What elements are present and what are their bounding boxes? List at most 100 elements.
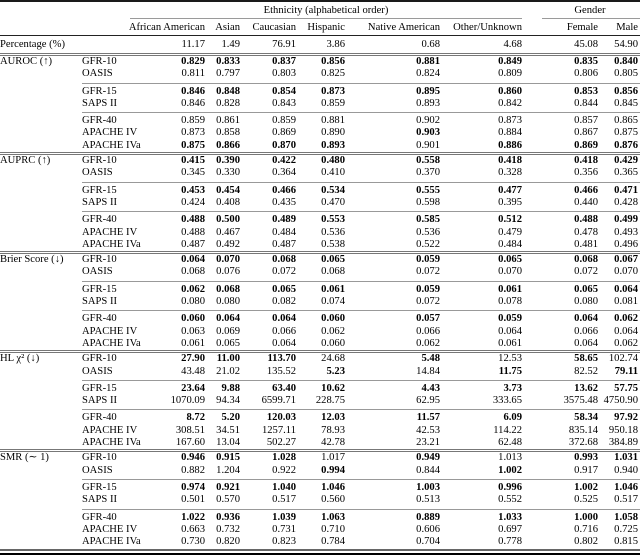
subgroup-separator [0, 180, 640, 185]
value-cell: 0.066 [574, 325, 598, 337]
value-cell: 0.059 [416, 283, 440, 295]
value-cell: 0.064 [498, 325, 522, 337]
value-cell: 27.90 [181, 353, 205, 365]
value-cell: 54.90 [614, 39, 638, 50]
model-label: OASIS [82, 266, 113, 278]
value-cell: 0.081 [614, 296, 638, 308]
value-cell: 1.058 [614, 511, 638, 523]
value-cell: 5.20 [221, 412, 240, 424]
value-cell: 0.517 [614, 494, 638, 506]
value-cell: 0.064 [574, 337, 598, 349]
table-row: GFR-15 0.062 0.068 0.065 0.061 0.059 0.061 0.06… [0, 284, 640, 296]
value-cell: 1.49 [221, 39, 240, 50]
model-label: GFR-15 [82, 481, 117, 493]
table-row: Brier Score (↓) GFR-10 0.064 0.070 0.068 0.06… [0, 254, 640, 266]
value-cell: 1.063 [321, 511, 345, 523]
value-cell: 0.070 [614, 266, 638, 278]
model-label: GFR-40 [82, 214, 117, 226]
table-row: GFR-40 0.859 0.861 0.859 0.881 0.902 0.873 0.85… [0, 115, 640, 127]
model-label: OASIS [82, 464, 113, 476]
value-cell: 0.846 [181, 97, 205, 109]
value-cell: 0.080 [574, 296, 598, 308]
value-cell: 0.062 [614, 337, 638, 349]
value-cell: 0.884 [498, 127, 522, 139]
subgroup-separator [0, 279, 640, 284]
model-label: OASIS [82, 68, 113, 80]
value-cell: 0.068 [574, 254, 598, 266]
table-row: GFR-40 1.022 0.936 1.039 1.063 0.889 1.033 1.00… [0, 512, 640, 524]
value-cell: 0.853 [574, 85, 598, 97]
value-cell: 12.53 [498, 353, 522, 365]
value-cell: 0.065 [216, 337, 240, 349]
value-cell: 0.993 [574, 452, 598, 464]
value-cell: 0.059 [498, 313, 522, 325]
value-cell: 0.881 [416, 56, 440, 67]
value-cell: 0.833 [216, 56, 240, 67]
value-cell: 1.028 [272, 452, 296, 464]
table-row: APACHE IV 0.063 0.069 0.066 0.062 0.066 0.064 0… [0, 326, 640, 338]
table-row: APACHE IV 0.663 0.732 0.731 0.710 0.606 0.697 0… [0, 524, 640, 536]
value-cell: 0.418 [498, 155, 522, 167]
table-row: GFR-40 0.060 0.064 0.064 0.060 0.057 0.059 0.06… [0, 313, 640, 325]
value-cell: 0.466 [574, 184, 598, 196]
value-cell: 0.598 [416, 196, 440, 208]
table-row: APACHE IV 0.488 0.467 0.484 0.536 0.536 0.479 0… [0, 227, 640, 239]
metric-label: SMR (∼ 1) [0, 452, 49, 464]
value-cell: 0.063 [181, 325, 205, 337]
value-cell: 13.04 [216, 437, 240, 449]
value-cell: 0.428 [614, 196, 638, 208]
model-label: APACHE IV [82, 424, 138, 436]
value-cell: 0.893 [416, 97, 440, 109]
subgroup-rule-line [82, 211, 640, 213]
value-cell: 0.453 [181, 184, 205, 196]
value-cell: 0.477 [498, 184, 522, 196]
model-label: SAPS II [82, 196, 118, 208]
subgroup-separator [0, 110, 640, 115]
value-cell: 113.70 [267, 353, 296, 365]
value-cell: 0.064 [272, 313, 296, 325]
value-cell: 0.846 [181, 85, 205, 97]
value-cell: 0.496 [614, 238, 638, 250]
value-cell: 0.840 [614, 56, 638, 67]
subgroup-separator [0, 407, 640, 412]
value-cell: 0.869 [574, 139, 598, 151]
value-cell: 63.40 [272, 382, 296, 394]
table-row: GFR-15 0.974 0.921 1.040 1.046 1.003 0.996 1.00… [0, 482, 640, 494]
value-cell: 502.27 [266, 437, 296, 449]
table-row: APACHE IVa 0.730 0.820 0.823 0.784 0.704 0.778… [0, 536, 640, 548]
value-cell: 5.23 [326, 365, 345, 377]
value-cell: 835.14 [568, 424, 598, 436]
value-cell: 0.328 [498, 167, 522, 179]
value-cell: 0.429 [614, 155, 638, 167]
table-row: OASIS 0.068 0.076 0.072 0.068 0.072 0.070 0.072… [0, 266, 640, 278]
value-cell: 0.869 [272, 127, 296, 139]
value-cell: 4750.90 [603, 395, 638, 407]
value-cell: 0.558 [416, 155, 440, 167]
value-cell: 0.061 [498, 283, 522, 295]
subgroup-separator [0, 209, 640, 214]
value-cell: 0.435 [272, 196, 296, 208]
table-row: APACHE IVa 0.875 0.866 0.870 0.893 0.901 0.886… [0, 140, 640, 152]
value-cell: 0.882 [181, 464, 205, 476]
value-cell: 0.064 [614, 325, 638, 337]
value-cell: 0.829 [181, 56, 205, 67]
value-cell: 0.823 [272, 536, 296, 548]
value-cell: 42.78 [321, 437, 345, 449]
value-cell: 0.538 [321, 238, 345, 250]
value-cell: 43.48 [181, 365, 205, 377]
table-row: OASIS 0.882 1.204 0.922 0.994 0.844 1.002 0.917… [0, 465, 640, 477]
value-cell: 0.890 [321, 127, 345, 139]
value-cell: 8.72 [186, 412, 205, 424]
value-cell: 0.068 [181, 266, 205, 278]
value-cell: 0.825 [321, 68, 345, 80]
value-cell: 42.53 [416, 424, 440, 436]
model-label: GFR-15 [82, 184, 117, 196]
model-label: SAPS II [82, 395, 118, 407]
table-row: GFR-40 8.72 5.20 120.03 12.03 11.57 6.09 58.34 9… [0, 412, 640, 424]
value-cell: 0.070 [216, 254, 240, 266]
subgroup-separator [0, 507, 640, 512]
value-cell: 82.52 [574, 365, 598, 377]
value-cell: 0.889 [416, 511, 440, 523]
value-cell: 0.345 [181, 167, 205, 179]
